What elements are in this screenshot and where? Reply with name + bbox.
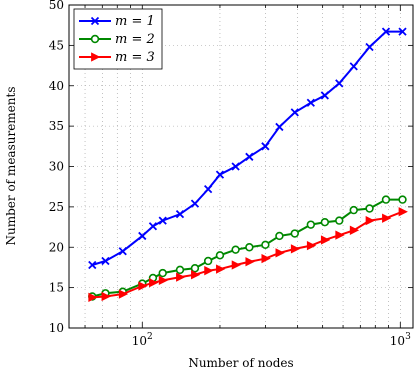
data-point xyxy=(275,122,284,132)
y-tick-label: 40 xyxy=(49,79,64,93)
data-point xyxy=(245,152,254,161)
data-point xyxy=(231,162,240,171)
series-line xyxy=(92,210,403,299)
data-point xyxy=(203,256,213,266)
data-point xyxy=(149,278,159,288)
x-tick-label: 102 xyxy=(132,332,153,348)
data-point xyxy=(275,231,284,241)
data-point xyxy=(261,253,271,264)
data-point xyxy=(191,270,201,280)
data-point xyxy=(138,281,148,291)
legend-label: m = 2 xyxy=(115,32,155,47)
series-line xyxy=(91,30,403,266)
data-point xyxy=(306,98,315,107)
data-point xyxy=(88,292,98,302)
data-point xyxy=(365,215,375,226)
data-point xyxy=(335,79,344,88)
data-point xyxy=(158,275,169,286)
data-point xyxy=(231,260,242,270)
data-point xyxy=(275,248,285,258)
data-point xyxy=(88,260,97,270)
y-tick-label: 15 xyxy=(49,281,64,295)
legend-label: m = 3 xyxy=(115,50,155,65)
data-point xyxy=(398,27,407,36)
data-point xyxy=(176,272,186,282)
data-point xyxy=(175,265,185,275)
data-point xyxy=(320,235,331,245)
data-point xyxy=(349,205,358,215)
data-point xyxy=(190,264,200,273)
grid xyxy=(69,5,413,328)
data-point xyxy=(290,229,299,238)
data-point xyxy=(216,264,226,274)
data-point xyxy=(382,213,392,223)
y-tick-label: 45 xyxy=(49,38,64,52)
y-tick-label: 35 xyxy=(49,119,64,133)
series-1 xyxy=(88,27,407,270)
data-point xyxy=(158,268,167,278)
data-point xyxy=(101,291,111,302)
data-point xyxy=(148,222,158,231)
y-tick-label: 10 xyxy=(49,321,64,335)
y-tick-label: 25 xyxy=(49,200,64,214)
legend-marker xyxy=(91,52,101,62)
data-point xyxy=(381,27,391,36)
data-point xyxy=(231,245,240,254)
data-point xyxy=(190,199,200,208)
legend-label: m = 1 xyxy=(115,14,155,29)
y-tick-label: 30 xyxy=(49,160,64,174)
legend-marker xyxy=(90,34,100,44)
ticks: 10 15 20 25 30 35 40 45 50 102 103 xyxy=(49,0,413,348)
series-3 xyxy=(88,207,408,302)
data-point xyxy=(261,240,270,250)
data-point xyxy=(204,184,213,194)
data-point xyxy=(398,207,408,217)
data-point xyxy=(215,170,225,179)
data-point xyxy=(290,108,299,117)
data-point xyxy=(349,225,360,235)
y-tick-label: 20 xyxy=(49,240,64,254)
data-point xyxy=(118,247,127,256)
x-tick-label: 103 xyxy=(390,332,411,348)
data-point xyxy=(320,218,330,227)
data-point xyxy=(261,142,270,151)
series-2 xyxy=(88,195,407,301)
data-point xyxy=(306,240,317,251)
y-axis-label: Number of measurements xyxy=(4,87,18,246)
data-point xyxy=(245,257,255,267)
data-point xyxy=(118,289,129,299)
data-point xyxy=(290,244,301,254)
data-point xyxy=(158,216,167,225)
data-point xyxy=(204,266,214,276)
data-point xyxy=(245,243,254,252)
data-point xyxy=(365,42,374,52)
data-point xyxy=(398,195,407,204)
data-point xyxy=(365,204,374,213)
y-tick-label: 50 xyxy=(49,0,64,12)
data-point xyxy=(101,256,110,266)
x-axis-label: Number of nodes xyxy=(188,356,293,370)
series xyxy=(88,27,408,302)
data-point xyxy=(215,251,225,260)
legend-marker xyxy=(90,16,100,26)
data-point xyxy=(335,216,344,225)
data-point xyxy=(381,195,391,204)
data-point xyxy=(175,210,185,219)
data-point xyxy=(349,62,358,71)
series-line xyxy=(92,198,403,298)
data-point xyxy=(306,220,316,229)
data-point xyxy=(138,231,147,241)
data-point xyxy=(335,230,345,240)
data-point xyxy=(320,91,329,100)
legend: m = 1 m = 2 m = 3 xyxy=(73,8,163,70)
